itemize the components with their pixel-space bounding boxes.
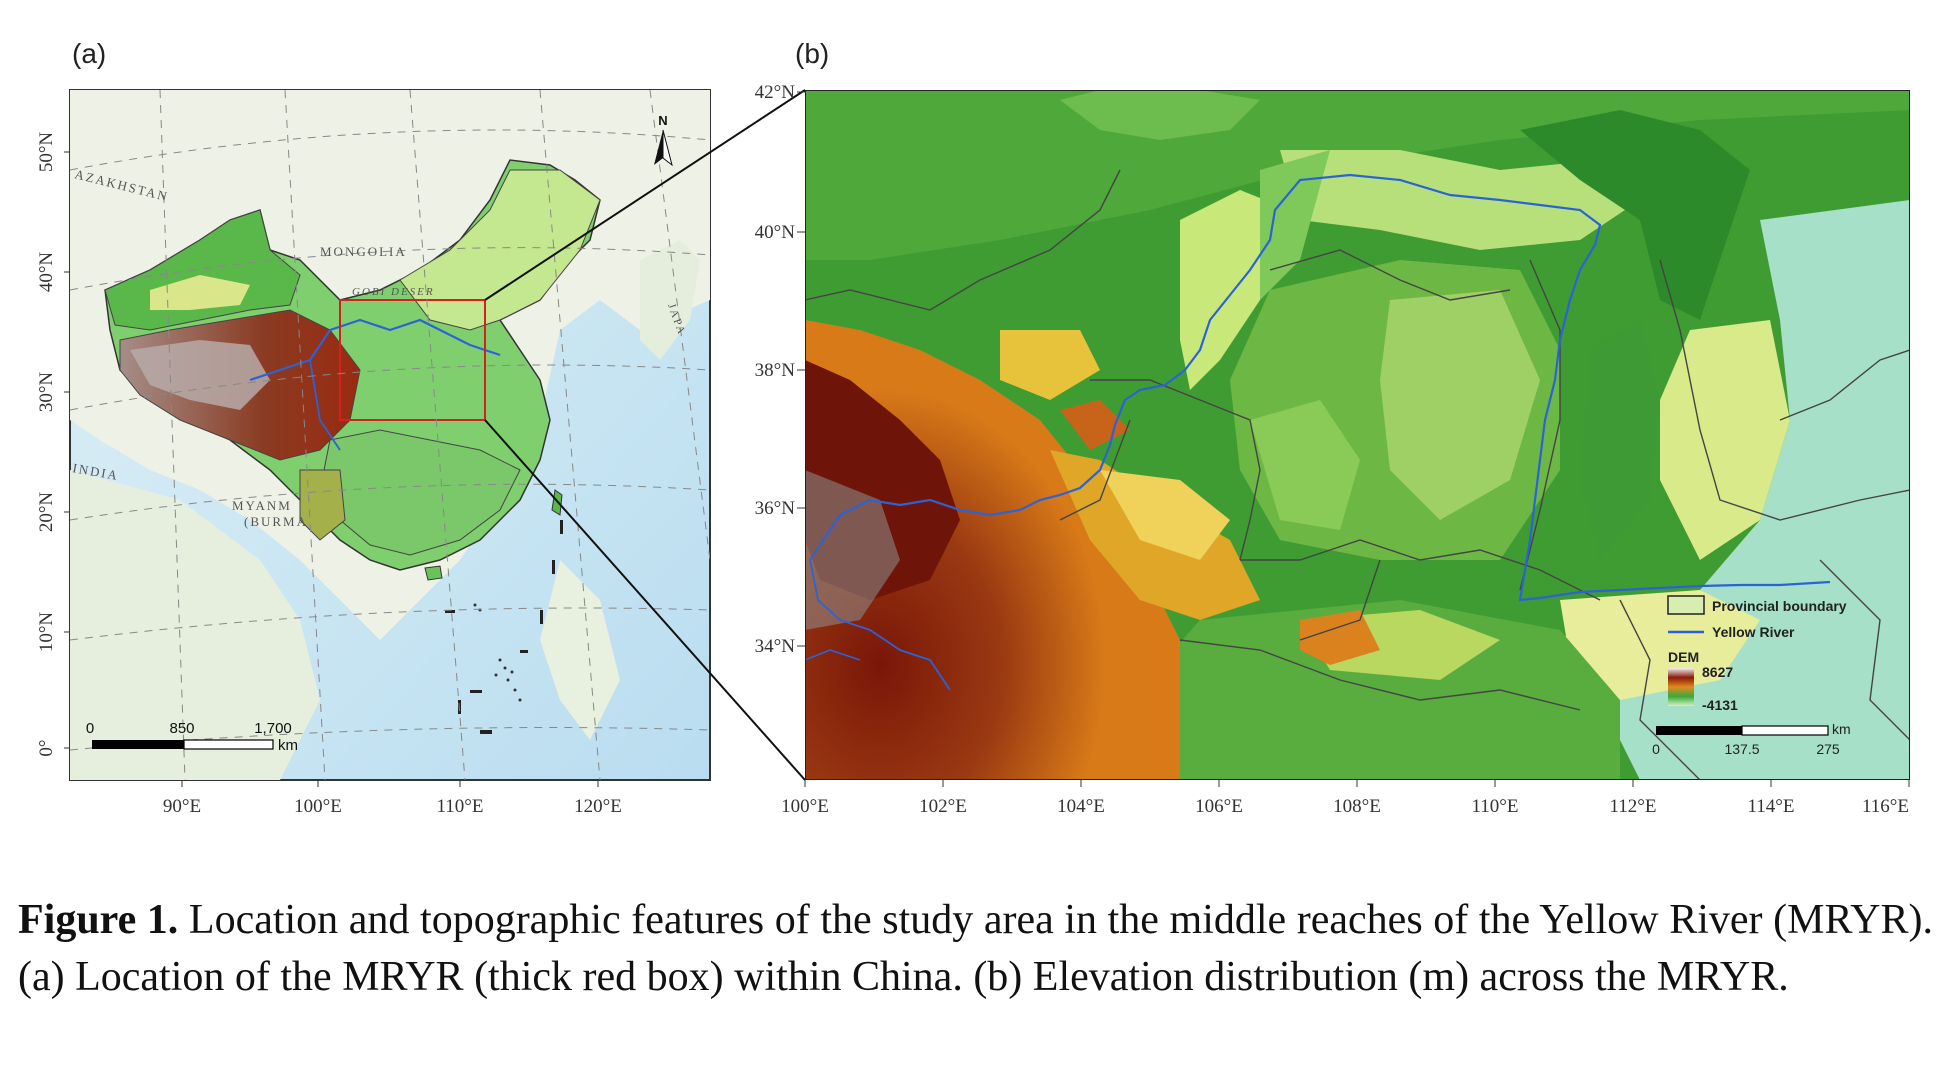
svg-text:0: 0 — [1652, 741, 1660, 757]
svg-text:120°E: 120°E — [574, 796, 622, 817]
svg-text:100°E: 100°E — [781, 796, 829, 817]
north-arrow-icon: N — [654, 113, 673, 167]
panel-b-scale-bar: km 0 137.5 275 — [1652, 721, 1851, 757]
svg-text:106°E: 106°E — [1195, 796, 1243, 817]
panel-a-map: AZAKHSTAN MONGOLIA GOBI DESER JAPA INDIA… — [36, 89, 711, 817]
caption-figure-number: Figure 1. — [18, 897, 179, 943]
svg-text:275: 275 — [1816, 741, 1840, 757]
svg-text:50°N: 50°N — [36, 132, 57, 173]
study-area-box — [339, 299, 486, 421]
label-burma: (BURMA — [244, 514, 308, 529]
svg-text:km: km — [278, 737, 298, 754]
panel-a-lon-ticks: 90°E 100°E 110°E 120°E — [163, 780, 622, 817]
legend-yellow-river: Yellow River — [1712, 624, 1795, 640]
svg-text:34°N: 34°N — [755, 636, 796, 657]
svg-text:40°N: 40°N — [755, 222, 796, 243]
caption-text: Location and topographic features of the… — [18, 897, 1933, 1000]
panel-b-legend: Provincial boundary Yellow River DEM 862… — [1667, 595, 1847, 713]
dem-color-ramp — [1668, 668, 1694, 706]
svg-text:110°E: 110°E — [437, 796, 484, 817]
svg-text:36°N: 36°N — [755, 498, 796, 519]
svg-text:km: km — [1832, 721, 1851, 737]
svg-text:N: N — [658, 113, 667, 128]
label-mongolia: MONGOLIA — [320, 244, 407, 259]
svg-text:850: 850 — [169, 720, 194, 737]
panel-b-dem-map: 42°N 40°N 38°N 36°N 34°N 100°E 102°E 104… — [755, 82, 1910, 817]
svg-text:102°E: 102°E — [919, 796, 967, 817]
svg-text:20°N: 20°N — [36, 492, 57, 533]
svg-text:1,700: 1,700 — [254, 720, 292, 737]
panel-a-lat-ticks: 50°N 40°N 30°N 20°N 10°N 0° — [36, 132, 70, 757]
legend-provincial-boundary: Provincial boundary — [1712, 598, 1847, 614]
svg-text:104°E: 104°E — [1057, 796, 1105, 817]
label-myanmar: MYANM — [232, 498, 292, 513]
svg-text:110°E: 110°E — [1472, 796, 1519, 817]
svg-text:0: 0 — [86, 720, 94, 737]
zoom-connector-lines — [484, 89, 806, 781]
panel-b-lat-ticks: 42°N 40°N 38°N 36°N 34°N — [755, 82, 805, 657]
legend-dem-title: DEM — [1668, 649, 1699, 665]
svg-text:42°N: 42°N — [755, 82, 796, 103]
panel-b-lon-ticks: 100°E 102°E 104°E 106°E 108°E 110°E 112°… — [781, 780, 1910, 817]
svg-text:100°E: 100°E — [294, 796, 342, 817]
panel-b-label: (b) — [795, 38, 830, 69]
svg-text:40°N: 40°N — [36, 252, 57, 293]
svg-text:10°N: 10°N — [36, 612, 57, 653]
svg-text:90°E: 90°E — [163, 796, 201, 817]
legend-dem-max: 8627 — [1702, 664, 1733, 680]
panel-a-scale-bar: 0 850 1,700 km — [86, 720, 298, 754]
svg-text:112°E: 112°E — [1610, 796, 1657, 817]
svg-text:38°N: 38°N — [755, 360, 796, 381]
svg-text:137.5: 137.5 — [1724, 741, 1759, 757]
provincial-boundary-swatch — [1667, 595, 1705, 615]
legend-dem-min: -4131 — [1702, 697, 1738, 713]
figure-caption: Figure 1. Location and topographic featu… — [18, 892, 1933, 1006]
panel-a-label: (a) — [72, 38, 107, 69]
svg-text:116°E: 116°E — [1862, 796, 1909, 817]
label-gobi: GOBI DESER — [352, 286, 435, 298]
yellow-river-line — [819, 173, 1831, 602]
svg-text:114°E: 114°E — [1748, 796, 1795, 817]
svg-text:0°: 0° — [36, 739, 57, 756]
svg-text:30°N: 30°N — [36, 372, 57, 413]
svg-text:108°E: 108°E — [1333, 796, 1381, 817]
